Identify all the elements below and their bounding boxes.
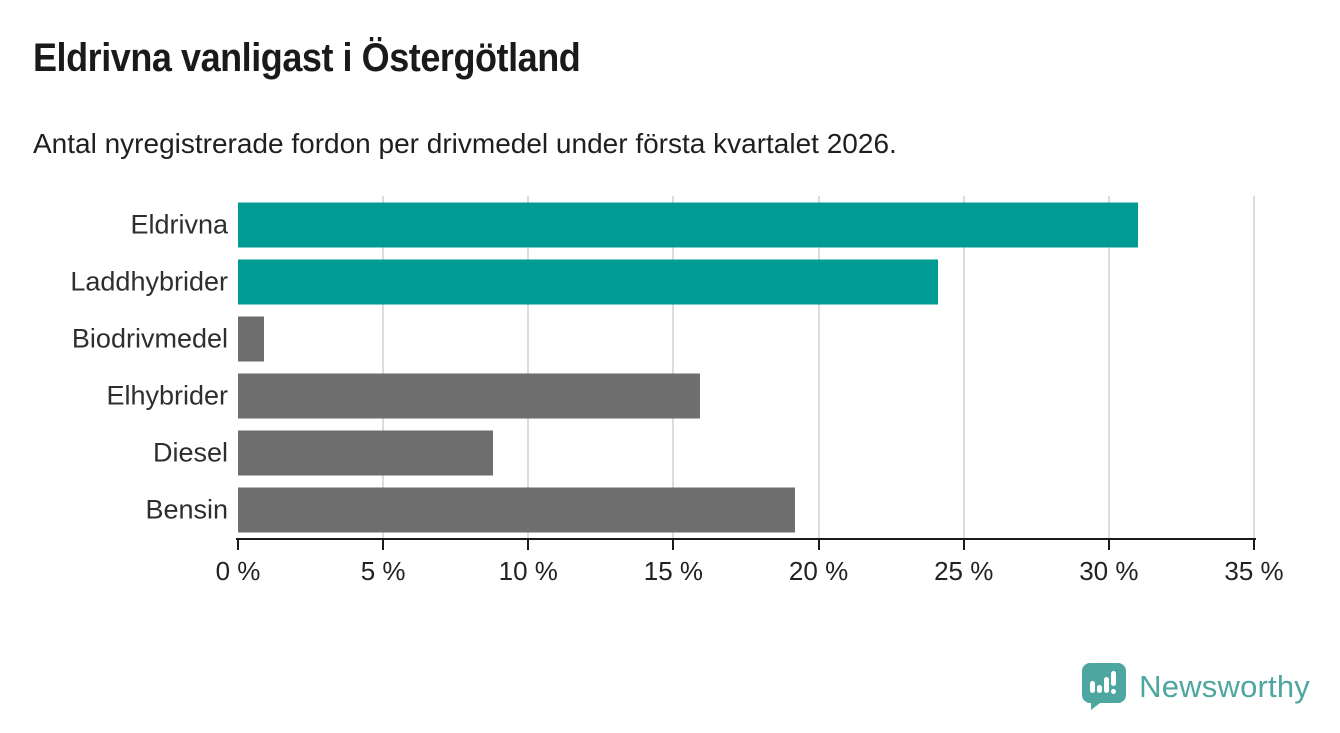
x-tick-label: 25 % [934, 556, 994, 586]
plot-area: Eldrivna Laddhybrider Biodrivmedel Elhybrid… [70, 196, 1255, 538]
bar-rows: Eldrivna Laddhybrider Biodrivmedel Elhybrid… [70, 196, 1254, 538]
newsworthy-brand: Newsworthy [1081, 662, 1310, 711]
bar-laddhybrider [238, 259, 938, 304]
bar-row-elhybrider: Elhybrider [106, 367, 1254, 424]
category-label: Elhybrider [106, 380, 228, 410]
bar-elhybrider [238, 373, 700, 418]
gridline-15 [672, 196, 675, 538]
category-label: Diesel [152, 437, 228, 467]
x-tick-0 [237, 540, 239, 550]
bar-biodrivmedel [238, 316, 265, 361]
x-tick-label: 15 % [643, 556, 704, 586]
newsworthy-brand-text: Newsworthy [1139, 668, 1310, 704]
x-tick-30 [1107, 540, 1110, 550]
category-label: Biodrivmedel [71, 323, 228, 353]
gridline-30 [1107, 196, 1110, 538]
x-tick-35 [1253, 540, 1255, 550]
category-label: Eldrivna [130, 209, 228, 239]
bar-row-eldrivna: Eldrivna [130, 196, 1254, 253]
gridline-10 [527, 196, 530, 538]
x-axis-line [236, 538, 1256, 540]
category-label: Bensin [145, 494, 228, 524]
x-tick-label: 10 % [498, 556, 558, 586]
x-tick-label: 35 % [1224, 556, 1284, 586]
x-tick-10 [527, 540, 530, 550]
x-tick-label: 5 % [360, 556, 406, 586]
x-tick-25 [962, 540, 965, 550]
x-tick-20 [817, 540, 820, 550]
chart-subtitle: Antal nyregistrerade fordon per drivmede… [33, 128, 897, 159]
x-tick-15 [672, 540, 675, 550]
bar-bensin [238, 487, 796, 532]
x-tick-label: 20 % [788, 556, 849, 586]
bar-row-laddhybrider: Laddhybrider [70, 253, 1254, 310]
bar-row-bensin: Bensin [145, 481, 1254, 538]
gridline-25 [962, 196, 965, 538]
category-label: Laddhybrider [70, 266, 228, 296]
gridline-35 [1253, 196, 1255, 538]
bar-row-diesel: Diesel [153, 424, 1254, 481]
newsworthy-logo-icon [1081, 662, 1127, 711]
x-tick-label: 0 % [215, 556, 261, 586]
x-tick-label: 30 % [1079, 556, 1139, 586]
bar-row-biodrivmedel: Biodrivmedel [72, 310, 1254, 367]
x-tick-5 [382, 540, 385, 550]
chart-title: Eldrivna vanligast i Östergötland [33, 36, 581, 80]
gridline-5 [382, 196, 385, 538]
gridline-20 [817, 196, 820, 538]
bar-diesel [238, 430, 494, 475]
bar-eldrivna [238, 202, 1138, 247]
